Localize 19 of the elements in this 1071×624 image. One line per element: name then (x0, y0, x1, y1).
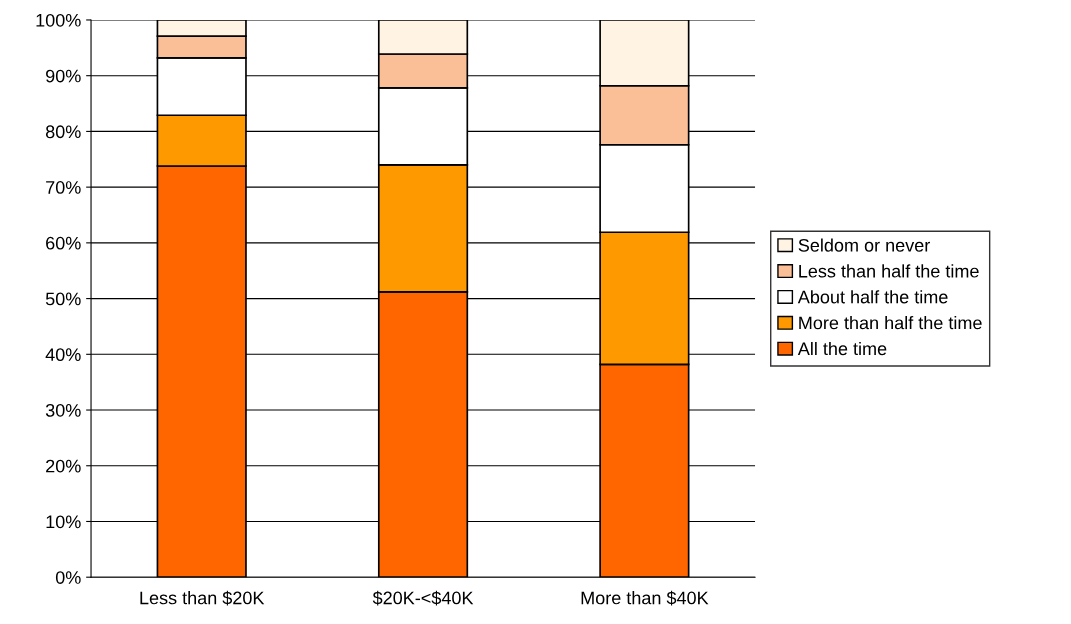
x-tick-label: More than $40K (581, 590, 709, 606)
y-tick-label: 80% (45, 125, 81, 139)
legend-label: Seldom or never (798, 238, 930, 252)
legend-label: About half the time (797, 290, 948, 304)
x-tick-label: $20K-<$40K (372, 590, 474, 606)
y-tick-label: 0% (55, 571, 81, 584)
legend-label: More than half the time (799, 316, 982, 330)
legend-label: Less than half the time (799, 264, 979, 278)
y-tick-label: 90% (46, 69, 81, 83)
y-tick-label: 40% (45, 348, 81, 362)
y-tick-label: 50% (45, 292, 81, 306)
y-tick-label: 20% (46, 459, 81, 473)
legend-label: All the time (797, 341, 887, 356)
y-tick-label: 100% (36, 13, 81, 27)
y-tick-label: 60% (46, 236, 81, 250)
x-tick-label: Less than $20K (140, 590, 265, 606)
y-tick-label: 70% (46, 181, 81, 194)
y-tick-label: 30% (45, 403, 81, 417)
y-tick-label: 10% (46, 515, 81, 529)
